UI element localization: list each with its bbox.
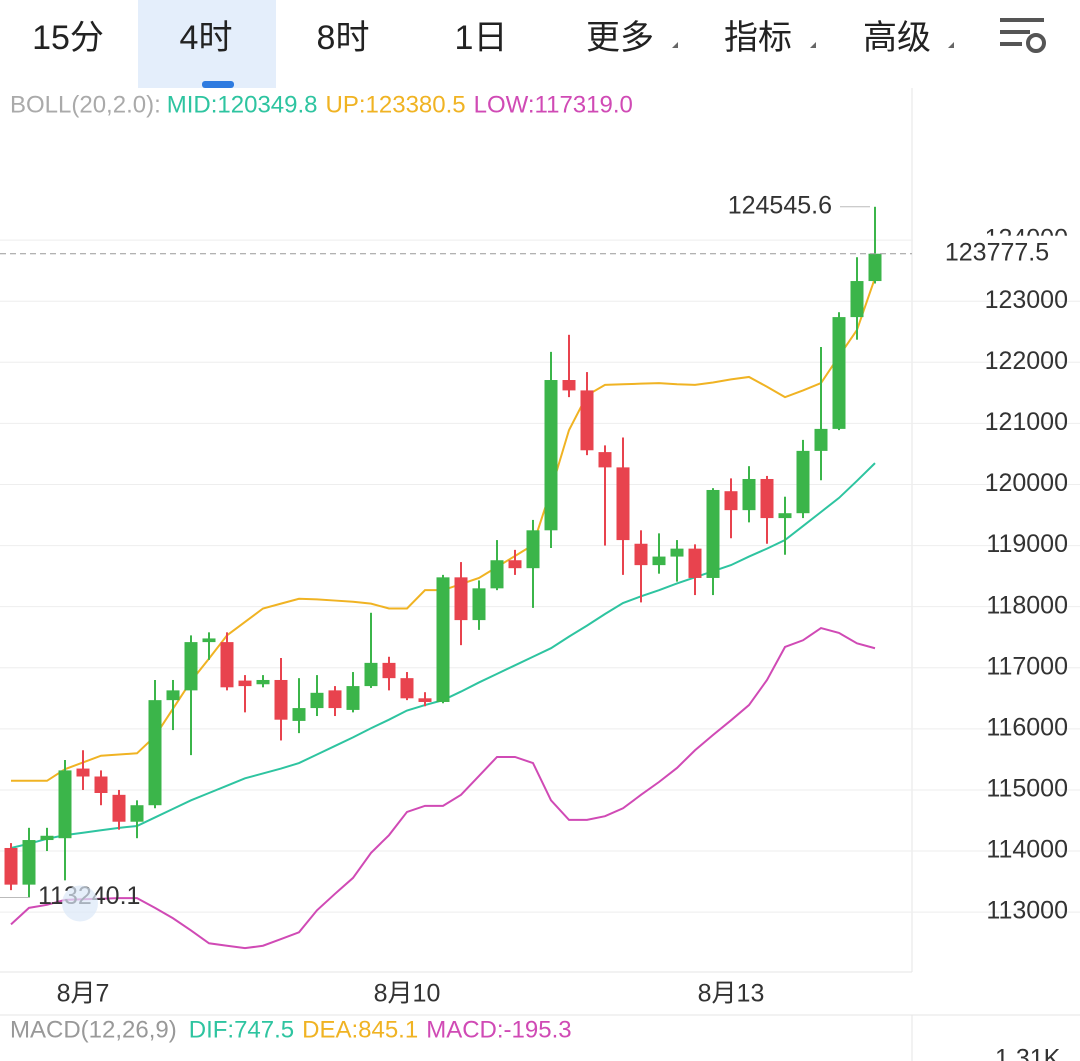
candle-body bbox=[4, 847, 18, 885]
candle-body bbox=[166, 690, 180, 701]
candle-body bbox=[652, 556, 666, 566]
candle-body bbox=[868, 253, 882, 282]
tab[interactable]: 指标 bbox=[724, 19, 792, 57]
y-tick-label: 115000 bbox=[986, 775, 1068, 803]
candle-body bbox=[778, 513, 792, 519]
candle-body bbox=[112, 794, 126, 822]
candle-body bbox=[238, 680, 252, 687]
candle-body bbox=[670, 548, 684, 557]
macd-label: MACD(12,26,9) bbox=[10, 1016, 177, 1043]
candle-body bbox=[454, 577, 468, 621]
y-tick-label: 123000 bbox=[985, 286, 1068, 314]
macd-axis-label: 1.31K bbox=[995, 1045, 1061, 1061]
macd-item: MACD:-195.3 bbox=[426, 1016, 571, 1043]
candle-body bbox=[310, 692, 324, 709]
y-tick-label: 114000 bbox=[986, 836, 1068, 864]
y-tick-label: 118000 bbox=[986, 591, 1068, 619]
candle-body bbox=[436, 577, 450, 702]
x-tick-label: 8月7 bbox=[57, 980, 110, 1008]
candle-body bbox=[814, 428, 828, 451]
candle-body bbox=[508, 560, 522, 569]
candle-body bbox=[94, 776, 108, 794]
tab[interactable]: 更多 bbox=[586, 19, 654, 57]
candle-body bbox=[202, 638, 216, 643]
candle-body bbox=[796, 450, 810, 514]
macd-item: DEA:845.1 bbox=[302, 1016, 418, 1043]
candle-body bbox=[328, 690, 342, 709]
candle-body bbox=[850, 281, 864, 318]
x-tick-label: 8月13 bbox=[698, 980, 765, 1008]
candle-body bbox=[346, 686, 360, 710]
tab[interactable]: 15分 bbox=[32, 19, 104, 57]
candle-body bbox=[526, 530, 540, 569]
tab[interactable]: 8时 bbox=[317, 19, 370, 57]
candle-body bbox=[382, 662, 396, 679]
candle-body bbox=[22, 840, 36, 885]
candle-body bbox=[40, 835, 54, 841]
candle-body bbox=[634, 543, 648, 566]
y-tick-label: 116000 bbox=[986, 713, 1068, 741]
candle-body bbox=[148, 700, 162, 806]
candle-body bbox=[760, 478, 774, 519]
candle-body bbox=[256, 679, 270, 685]
candle-body bbox=[832, 317, 846, 429]
candle-body bbox=[364, 662, 378, 687]
max-label: 124545.6 bbox=[728, 191, 832, 219]
candle-body bbox=[580, 390, 594, 451]
candle-body bbox=[688, 548, 702, 578]
candle-body bbox=[598, 452, 612, 468]
candle-body bbox=[184, 642, 198, 691]
y-tick-label: 119000 bbox=[986, 530, 1068, 558]
candle-body bbox=[220, 642, 234, 688]
selected-tab-indicator bbox=[202, 81, 234, 88]
candle-body bbox=[58, 770, 72, 839]
candle-body bbox=[418, 698, 432, 702]
candle-body bbox=[292, 708, 306, 721]
last-price-box bbox=[913, 235, 1080, 272]
y-tick-label: 122000 bbox=[985, 347, 1068, 375]
indicator-label: BOLL(20,2.0): bbox=[10, 91, 161, 118]
boll-line bbox=[10, 626, 876, 950]
candle-body bbox=[706, 489, 720, 578]
legend-item: LOW:117319.0 bbox=[474, 91, 633, 118]
y-tick-label: 120000 bbox=[985, 469, 1068, 497]
tab[interactable]: 1日 bbox=[455, 19, 508, 57]
candle-body bbox=[544, 380, 558, 531]
last-price-label: 123777.5 bbox=[945, 238, 1049, 266]
dropdown-arrows bbox=[672, 42, 954, 48]
candle-body bbox=[400, 678, 414, 699]
tab[interactable]: 4时 bbox=[180, 19, 233, 57]
candle-body bbox=[130, 805, 144, 822]
candle-body bbox=[472, 588, 486, 621]
boll-line bbox=[11, 277, 876, 782]
settings-icon[interactable] bbox=[1000, 18, 1046, 53]
candle-body bbox=[274, 679, 288, 720]
y-tick-label: 121000 bbox=[985, 408, 1068, 436]
candle-body bbox=[742, 478, 756, 511]
tab[interactable]: 高级 bbox=[863, 19, 931, 57]
y-tick-label: 117000 bbox=[986, 652, 1068, 680]
candle-body bbox=[616, 467, 630, 541]
candle-body bbox=[490, 560, 504, 589]
y-tick-label: 113000 bbox=[986, 897, 1068, 925]
scroll-icon bbox=[62, 885, 98, 922]
legend-item: MID:120349.8 bbox=[167, 91, 318, 118]
x-tick-label: 8月10 bbox=[374, 980, 441, 1008]
macd-item: DIF:747.5 bbox=[189, 1016, 294, 1043]
legend-item: UP:123380.5 bbox=[326, 91, 466, 118]
selected-tab-bg bbox=[138, 0, 276, 88]
candle-body bbox=[724, 491, 738, 511]
candle-body bbox=[562, 380, 576, 391]
candle-body bbox=[76, 768, 90, 777]
